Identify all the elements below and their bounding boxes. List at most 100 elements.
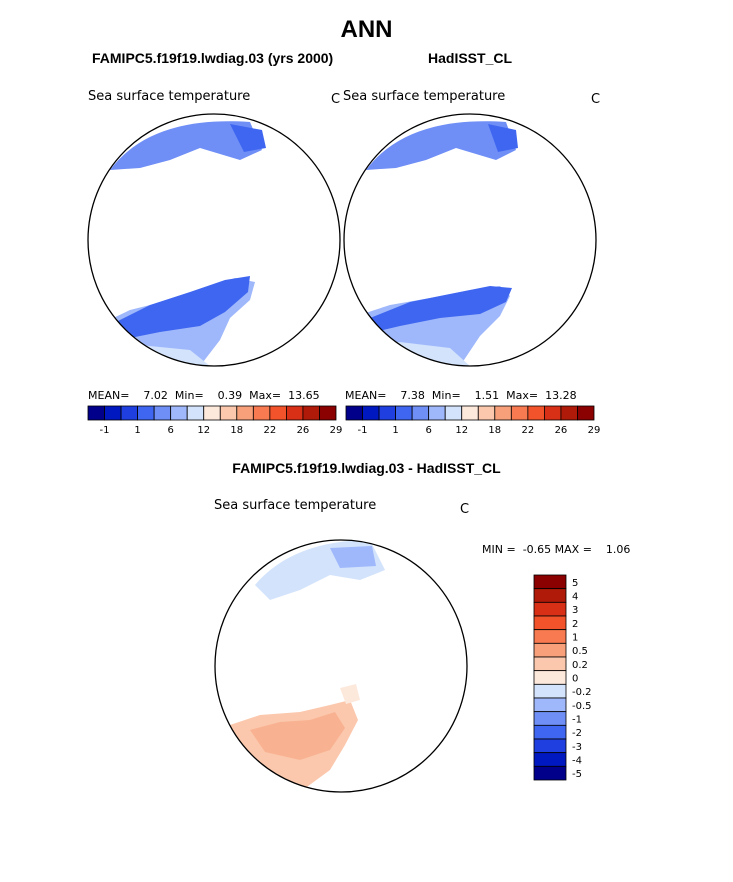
diff-colorbar-box xyxy=(533,738,567,754)
diff-panel-title: FAMIPC5.f19f19.lwdiag.03 - HadISST_CL xyxy=(232,460,501,476)
obs-colorbar-tick-label: 29 xyxy=(588,425,601,436)
diff-map-border xyxy=(214,539,468,793)
obs-max-value: 13.28 xyxy=(545,389,577,402)
model-colorbar-box xyxy=(269,405,287,421)
diff-colorbar-tick-label: -1 xyxy=(572,715,582,726)
model-map xyxy=(87,113,341,367)
obs-colorbar-box xyxy=(461,405,479,421)
model-colorbar-box xyxy=(104,405,122,421)
main-title: ANN xyxy=(340,16,393,43)
obs-colorbar-tick-label: -1 xyxy=(358,425,368,436)
model-pacific-cold xyxy=(110,121,262,170)
model-variable-label: Sea surface temperature xyxy=(88,89,251,104)
obs-colorbar-box xyxy=(428,405,446,421)
model-pacific-cold-core xyxy=(230,124,266,152)
diff-map xyxy=(214,539,468,793)
diff-colorbar-tick-label: -4 xyxy=(572,756,582,767)
diff-colorbar-box xyxy=(533,711,567,726)
diff-colorbar-tick-label: -0.2 xyxy=(572,687,592,698)
model-colorbar-box xyxy=(319,405,337,421)
obs-colorbar-box xyxy=(527,405,545,421)
obs-colorbar-box xyxy=(345,405,363,421)
model-colorbar-box xyxy=(153,405,172,421)
obs-colorbar-tick-label: 26 xyxy=(555,425,568,436)
diff-colorbar-box xyxy=(533,724,567,740)
diff-atlantic-warmer xyxy=(250,712,345,760)
diff-colorbar-tick-label: 0.2 xyxy=(572,660,588,671)
diff-scandinavia-warm xyxy=(340,684,360,704)
model-colorbar-tick-label: 12 xyxy=(197,425,210,436)
model-colorbar-tick-label: -1 xyxy=(100,425,110,436)
diff-max-label: MAX = xyxy=(554,543,592,556)
obs-colorbar-box xyxy=(577,405,595,421)
diff-colorbar-box xyxy=(533,670,567,685)
obs-min-label: Min= xyxy=(431,389,461,402)
model-colorbar-box xyxy=(302,405,320,421)
obs-colorbar: -1 1 6 12 18 22 26 29 xyxy=(345,405,601,436)
diff-colorbar-tick-label: -2 xyxy=(572,728,582,739)
model-colorbar-box xyxy=(285,405,304,421)
model-min-value: 0.39 xyxy=(217,389,243,402)
obs-pacific-cold xyxy=(366,121,516,170)
diff-colorbar: 5 4 3 2 1 0.5 0.2 0 -0.2 -0.5 -1 -2 -3 -4 -5 xyxy=(533,574,592,781)
obs-variable-label: Sea surface temperature xyxy=(343,89,506,104)
diff-max-value: 1.06 xyxy=(605,543,631,556)
diff-colorbar-tick-label: 2 xyxy=(572,619,578,630)
model-colorbar: -1 1 6 12 18 22 26 29 xyxy=(87,405,343,436)
model-colorbar-box xyxy=(203,405,221,421)
diff-colorbar-box xyxy=(533,752,567,767)
obs-units-label: C xyxy=(591,92,601,107)
diff-colorbar-box xyxy=(533,601,567,617)
diff-colorbar-box xyxy=(533,574,567,590)
obs-colorbar-tick-label: 6 xyxy=(425,425,431,436)
model-max-label: Max= xyxy=(249,389,282,402)
diff-colorbar-tick-label: 5 xyxy=(572,578,578,589)
model-colorbar-tick-label: 6 xyxy=(167,425,173,436)
model-atlantic-cold xyxy=(110,276,250,340)
diff-colorbar-tick-label: -0.5 xyxy=(572,701,592,712)
model-min-label: Min= xyxy=(174,389,204,402)
model-map-border xyxy=(87,113,341,367)
obs-atlantic-cold xyxy=(370,286,512,332)
model-max-value: 13.65 xyxy=(288,389,320,402)
model-mean-value: 7.02 xyxy=(143,389,168,402)
obs-colorbar-box xyxy=(494,405,512,421)
obs-colorbar-box xyxy=(378,405,397,421)
model-colorbar-tick-label: 26 xyxy=(297,425,310,436)
model-colorbar-box xyxy=(137,405,155,421)
model-colorbar-tick-label: 22 xyxy=(263,425,276,436)
obs-map xyxy=(343,113,597,367)
diff-colorbar-box xyxy=(533,588,567,603)
diff-colorbar-tick-label: -5 xyxy=(572,769,582,780)
diff-pacific-cooler xyxy=(330,546,376,568)
obs-panel-title: HadISST_CL xyxy=(428,50,513,66)
model-colorbar-box xyxy=(120,405,138,421)
model-colorbar-tick-label: 29 xyxy=(330,425,343,436)
model-colorbar-box xyxy=(87,405,105,421)
diff-stats: MIN = -0.65 MAX = 1.06 xyxy=(482,543,630,556)
obs-colorbar-box xyxy=(560,405,578,421)
diff-min-label: MIN = xyxy=(482,543,516,556)
obs-colorbar-box xyxy=(395,405,413,421)
diff-colorbar-box xyxy=(533,656,567,672)
obs-colorbar-box xyxy=(544,405,562,421)
obs-colorbar-box xyxy=(411,405,430,421)
diff-colorbar-tick-label: -3 xyxy=(572,742,582,753)
obs-colorbar-box xyxy=(477,405,496,421)
obs-colorbar-tick-label: 18 xyxy=(488,425,501,436)
model-colorbar-box xyxy=(170,405,188,421)
obs-colorbar-box xyxy=(362,405,380,421)
diff-colorbar-tick-label: 0.5 xyxy=(572,646,588,657)
obs-max-label: Max= xyxy=(506,389,539,402)
model-mean-label: MEAN= xyxy=(88,389,130,402)
obs-colorbar-tick-label: 1 xyxy=(392,425,398,436)
diff-colorbar-box xyxy=(533,629,567,644)
diff-colorbar-tick-label: 1 xyxy=(572,633,578,644)
diff-colorbar-tick-label: 3 xyxy=(572,605,578,616)
obs-colorbar-box xyxy=(444,405,463,421)
diff-colorbar-box xyxy=(533,765,567,781)
obs-min-value: 1.51 xyxy=(474,389,500,402)
diff-colorbar-box xyxy=(533,697,567,713)
model-units-label: C xyxy=(331,92,341,107)
